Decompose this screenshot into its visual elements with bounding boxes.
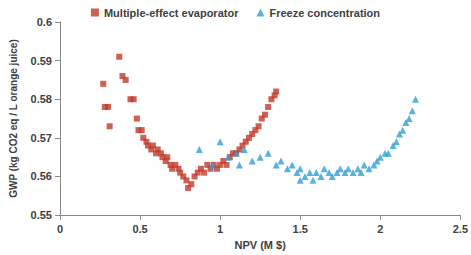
svg-text:GWP (kg CO2 eq / L orange juic: GWP (kg CO2 eq / L orange juice)	[8, 39, 19, 198]
svg-text:0.5: 0.5	[132, 223, 147, 235]
svg-text:NPV (M $): NPV (M $)	[235, 239, 287, 251]
svg-text:0.57: 0.57	[31, 132, 52, 144]
svg-text:0.56: 0.56	[31, 170, 52, 182]
svg-text:0: 0	[57, 223, 63, 235]
svg-text:0.59: 0.59	[31, 55, 52, 67]
svg-text:0.6: 0.6	[37, 16, 52, 28]
svg-text:1.5: 1.5	[293, 223, 308, 235]
svg-text:0.58: 0.58	[31, 93, 52, 105]
svg-text:1: 1	[217, 223, 223, 235]
svg-text:0.55: 0.55	[31, 209, 52, 221]
svg-text:2: 2	[377, 223, 383, 235]
svg-text:Multiple-effect evaporator: Multiple-effect evaporator	[104, 7, 239, 19]
svg-text:2.5: 2.5	[453, 223, 468, 235]
svg-text:Freeze concentration: Freeze concentration	[269, 7, 380, 19]
